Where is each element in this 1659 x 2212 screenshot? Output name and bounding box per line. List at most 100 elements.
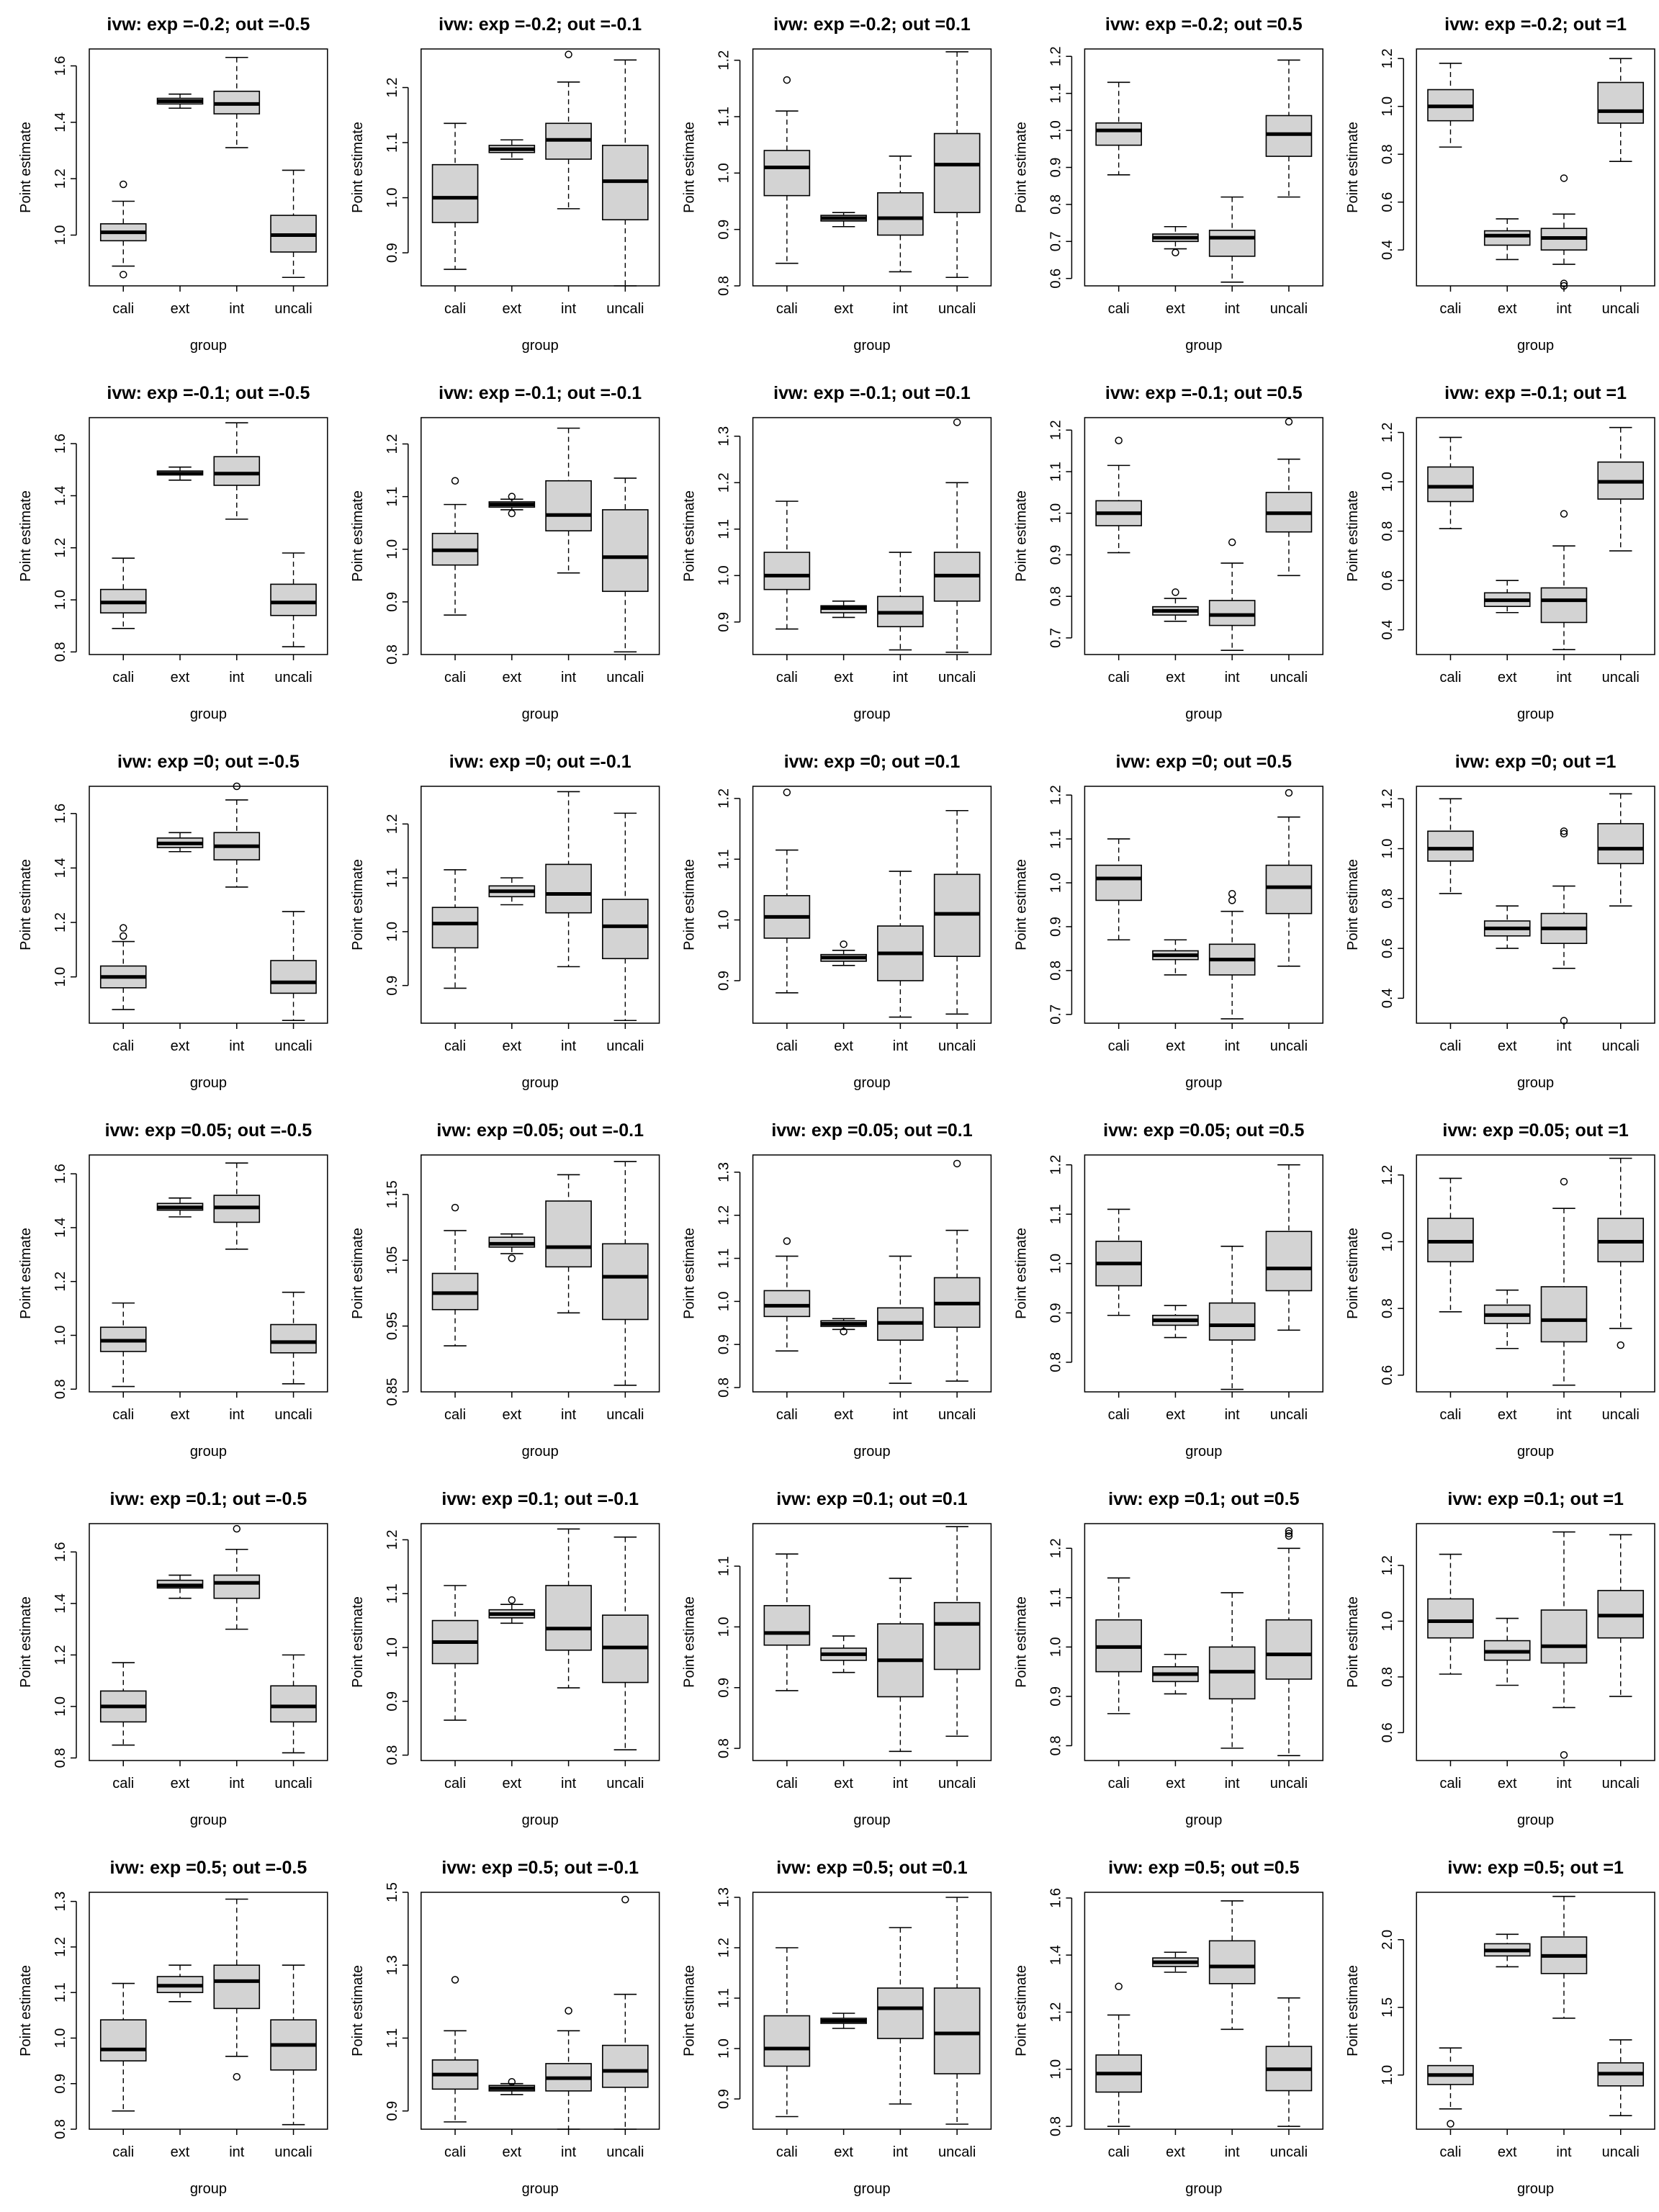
x-tick-label: int <box>1225 1038 1241 1054</box>
box-cali <box>1095 838 1142 941</box>
outlier-point <box>1172 248 1179 256</box>
box-body <box>545 863 592 914</box>
y-tick-label: 1.2 <box>1048 1538 1064 1558</box>
box-cali <box>431 869 479 989</box>
box-int <box>877 1578 924 1753</box>
box-ext <box>156 466 204 481</box>
y-tick-label: 0.9 <box>1048 158 1064 178</box>
x-axis: cali ext int uncali <box>1439 655 1640 685</box>
box-uncali <box>1265 788 1313 967</box>
x-tick-label: int <box>1556 2144 1572 2160</box>
y-axis-label: Point estimate <box>350 1965 366 2056</box>
outlier-point <box>1115 1982 1123 1991</box>
y-tick-label: 1.2 <box>716 50 732 71</box>
x-axis-label: group <box>853 338 890 354</box>
box-ext <box>1483 580 1531 613</box>
panel-title: ivw: exp =-0.1; out =1 <box>1444 383 1627 403</box>
x-tick-label: ext <box>171 301 190 317</box>
box-cali <box>1427 798 1474 894</box>
x-tick-label: uncali <box>1602 1776 1640 1791</box>
y-tick-label: 1.1 <box>385 132 400 153</box>
box-int <box>1208 1900 1256 2031</box>
panel-title: ivw: exp =0; out =0.1 <box>784 752 961 772</box>
box-body <box>1095 122 1142 146</box>
boxplot-panel: ivw: exp =-0.1; out =0.1 0.9 1.0 1.1 1.2 1.3 P… <box>682 383 992 722</box>
y-tick-label: 1.0 <box>716 2038 732 2059</box>
y-axis: 0.8 1.0 1.2 1.4 1.6 <box>53 433 77 662</box>
box-uncali <box>602 1161 649 1386</box>
x-tick-label: ext <box>834 1038 853 1054</box>
box-uncali <box>933 1526 981 1737</box>
x-tick-label: uncali <box>1602 301 1640 317</box>
box-ext <box>1152 588 1199 622</box>
x-tick-label: uncali <box>274 670 312 685</box>
box-cali <box>1427 1177 1474 1313</box>
y-axis: 0.8 0.9 1.0 1.1 1.2 <box>385 1530 409 1765</box>
box-cali <box>99 1982 147 2112</box>
x-axis: cali ext int uncali <box>444 1392 644 1423</box>
y-axis-label: Point estimate <box>18 1965 34 2056</box>
y-tick-label: 1.0 <box>1380 472 1395 492</box>
x-tick-label: ext <box>1498 1776 1517 1791</box>
boxplot-panel: ivw: exp =-0.2; out =-0.5 1.0 1.2 1.4 1.6 Poi… <box>18 14 328 354</box>
x-tick-label: int <box>1556 1407 1572 1423</box>
y-axis: 0.8 0.9 1.0 1.1 1.2 <box>385 434 409 665</box>
plot-frame <box>421 417 660 655</box>
y-tick-label: 1.0 <box>53 2028 68 2049</box>
box-body <box>545 1200 592 1268</box>
plot-frame <box>1084 1523 1323 1761</box>
y-tick-label: 1.2 <box>716 1938 732 1958</box>
y-tick-label: 0.9 <box>716 220 732 240</box>
box-body <box>1540 1609 1588 1664</box>
outlier-point <box>508 1596 516 1604</box>
boxplot-panel: ivw: exp =-0.1; out =-0.1 0.8 0.9 1.0 1.1 1.2… <box>350 383 660 722</box>
y-tick-label: 1.0 <box>385 188 400 208</box>
box-body <box>602 899 649 960</box>
boxplot-panel: ivw: exp =0.5; out =-0.5 0.8 0.9 1.0 1.1 1.2 1… <box>18 1858 328 2197</box>
plot-frame <box>752 417 992 655</box>
plot-frame <box>421 786 660 1024</box>
box-uncali <box>602 1895 649 2130</box>
x-tick-label: uncali <box>606 1407 644 1423</box>
plot-frame <box>752 1154 992 1393</box>
y-tick-label: 1.2 <box>1048 420 1064 440</box>
y-axis-label: Point estimate <box>18 1596 34 1688</box>
box-int <box>877 156 924 273</box>
outlier-point <box>120 932 127 940</box>
box-cali <box>431 1203 479 1346</box>
y-axis: 0.6 0.8 1.0 1.2 <box>1380 1165 1404 1385</box>
outlier-point <box>120 924 127 932</box>
y-tick-label: 1.2 <box>53 168 68 189</box>
x-axis-label: group <box>190 2181 227 2197</box>
y-axis: 1.0 1.2 1.4 1.6 <box>53 804 77 987</box>
boxplot-panel: ivw: exp =0; out =-0.5 1.0 1.2 1.4 1.6 Point … <box>18 752 328 1091</box>
box-ext <box>820 601 867 619</box>
x-tick-label: int <box>1225 1407 1241 1423</box>
box-ext <box>1483 1617 1531 1686</box>
boxplot-panel: ivw: exp =0.05; out =-0.1 0.85 0.95 1.05 1.1… <box>350 1120 660 1460</box>
x-tick-label: cali <box>112 1776 134 1791</box>
x-axis: cali ext int uncali <box>444 655 644 685</box>
x-axis-label: group <box>190 338 227 354</box>
y-axis-label: Point estimate <box>1013 1596 1029 1688</box>
x-tick-label: uncali <box>606 301 644 317</box>
x-tick-label: cali <box>1439 670 1461 685</box>
x-axis-label: group <box>1185 1075 1222 1091</box>
x-tick-label: cali <box>1439 301 1461 317</box>
x-axis-label: group <box>1185 706 1222 722</box>
y-tick-label: 1.3 <box>716 1887 732 1907</box>
box-int <box>1540 1531 1588 1759</box>
x-axis: cali ext int uncali <box>444 2129 644 2160</box>
x-axis-label: group <box>190 1075 227 1091</box>
panel-title: ivw: exp =0; out =1 <box>1455 752 1617 772</box>
y-tick-label: 1.1 <box>385 2028 400 2049</box>
outlier-point <box>1228 538 1236 547</box>
box-ext <box>820 1635 867 1673</box>
outlier-point <box>233 1524 241 1533</box>
x-tick-label: int <box>1225 670 1241 685</box>
boxplot-panel: ivw: exp =-0.1; out =0.5 0.7 0.8 0.9 1.0 1.1 1… <box>1013 383 1323 722</box>
y-tick-label: 1.2 <box>1380 48 1395 68</box>
x-axis: cali ext int uncali <box>444 1023 644 1054</box>
plot-frame <box>89 1523 328 1761</box>
y-axis: 0.9 1.0 1.1 1.2 1.3 <box>716 1887 741 2109</box>
